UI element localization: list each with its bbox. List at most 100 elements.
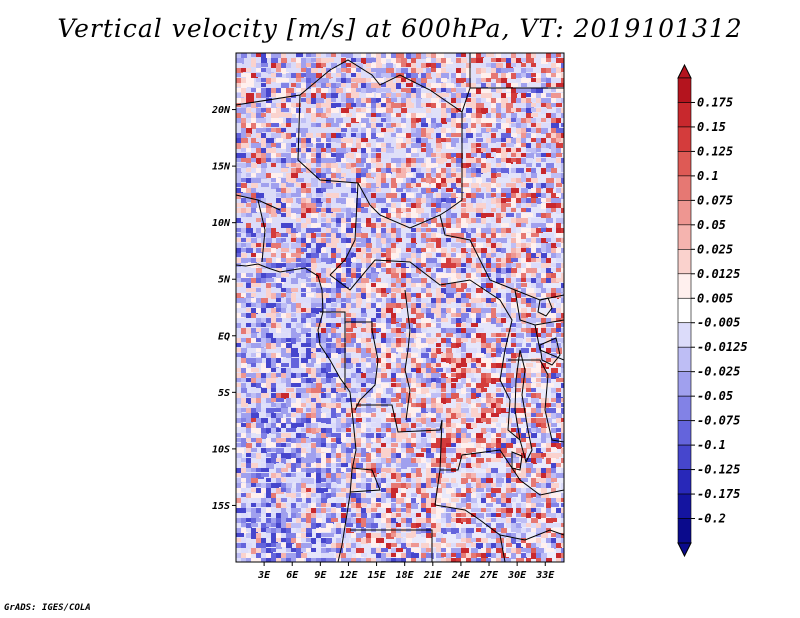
velocity-cell [386, 338, 394, 344]
velocity-cell [531, 108, 536, 112]
velocity-cell [251, 448, 257, 452]
velocity-cell [436, 493, 442, 499]
velocity-cell [431, 393, 437, 398]
velocity-cell [361, 233, 368, 238]
velocity-cell [406, 293, 412, 299]
velocity-cell [306, 193, 312, 198]
velocity-cell [336, 338, 341, 344]
velocity-cell [416, 223, 422, 228]
velocity-cell [546, 153, 551, 157]
velocity-cell [296, 398, 303, 404]
velocity-cell [301, 103, 307, 109]
velocity-cell [536, 513, 543, 519]
velocity-cell [246, 443, 252, 448]
velocity-cell [311, 523, 319, 529]
velocity-cell [486, 63, 491, 67]
velocity-cell [546, 238, 551, 242]
velocity-cell [416, 53, 423, 59]
velocity-cell [256, 233, 263, 238]
velocity-cell [286, 153, 294, 159]
velocity-cell [316, 148, 322, 153]
velocity-cell [496, 213, 503, 218]
velocity-cell [486, 168, 492, 172]
velocity-cell [271, 143, 279, 147]
velocity-cell [251, 278, 256, 284]
velocity-cell [251, 253, 258, 257]
velocity-cell [336, 438, 342, 444]
velocity-cell [246, 378, 251, 382]
velocity-cell [546, 133, 553, 138]
velocity-cell [301, 308, 309, 312]
velocity-cell [441, 133, 449, 139]
velocity-cell [476, 368, 481, 373]
velocity-cell [536, 363, 543, 369]
velocity-cell [471, 308, 476, 314]
velocity-cell [501, 333, 507, 337]
velocity-cell [496, 118, 501, 122]
velocity-cell [261, 78, 267, 82]
velocity-cell [496, 58, 502, 62]
velocity-cell [416, 78, 422, 84]
velocity-cell [556, 268, 563, 272]
velocity-cell [431, 423, 436, 428]
velocity-cell [506, 58, 513, 63]
velocity-cell [421, 188, 427, 194]
velocity-cell [511, 183, 516, 188]
velocity-cell [326, 268, 334, 273]
velocity-cell [251, 328, 259, 333]
velocity-cell [271, 153, 276, 158]
velocity-cell [346, 133, 351, 139]
velocity-cell [286, 358, 291, 362]
velocity-cell [416, 313, 424, 319]
velocity-cell [411, 153, 419, 157]
velocity-cell [346, 458, 351, 463]
velocity-cell [261, 63, 268, 67]
velocity-cell [461, 243, 467, 247]
velocity-cell [516, 88, 521, 93]
velocity-cell [491, 348, 497, 352]
velocity-cell [271, 253, 276, 257]
velocity-cell [266, 103, 274, 107]
velocity-cell [531, 143, 537, 149]
velocity-cell [276, 323, 282, 328]
velocity-cell [461, 248, 468, 254]
velocity-cell [481, 158, 486, 163]
velocity-cell [391, 458, 396, 463]
velocity-cell [391, 513, 397, 519]
velocity-cell [341, 413, 348, 418]
velocity-cell [301, 83, 306, 88]
velocity-cell [551, 118, 558, 124]
velocity-cell [506, 488, 512, 493]
velocity-cell [261, 483, 268, 489]
velocity-cell [486, 118, 492, 124]
velocity-cell [451, 393, 459, 399]
velocity-cell [261, 273, 269, 278]
velocity-cell [266, 208, 273, 214]
velocity-cell [466, 438, 474, 442]
velocity-cell [281, 203, 286, 208]
velocity-cell [296, 408, 303, 414]
velocity-cell [276, 428, 281, 432]
velocity-cell [256, 328, 264, 332]
velocity-cell [276, 93, 284, 99]
velocity-cell [261, 343, 269, 347]
velocity-cell [556, 288, 563, 293]
velocity-cell [461, 113, 469, 117]
velocity-cell [426, 133, 433, 139]
velocity-cell [386, 168, 392, 174]
velocity-cell [461, 433, 468, 439]
velocity-cell [491, 273, 499, 278]
velocity-cell [251, 268, 258, 272]
velocity-cell [511, 338, 518, 344]
velocity-cell [521, 353, 528, 358]
velocity-cell [546, 438, 552, 444]
velocity-cell [526, 513, 531, 518]
velocity-cell [371, 228, 376, 234]
velocity-cell [446, 193, 454, 197]
velocity-cell [486, 413, 491, 419]
velocity-cell [286, 258, 291, 263]
velocity-cell [396, 493, 401, 499]
velocity-cell [391, 338, 398, 344]
velocity-cell [561, 88, 564, 92]
velocity-cell [471, 433, 479, 438]
